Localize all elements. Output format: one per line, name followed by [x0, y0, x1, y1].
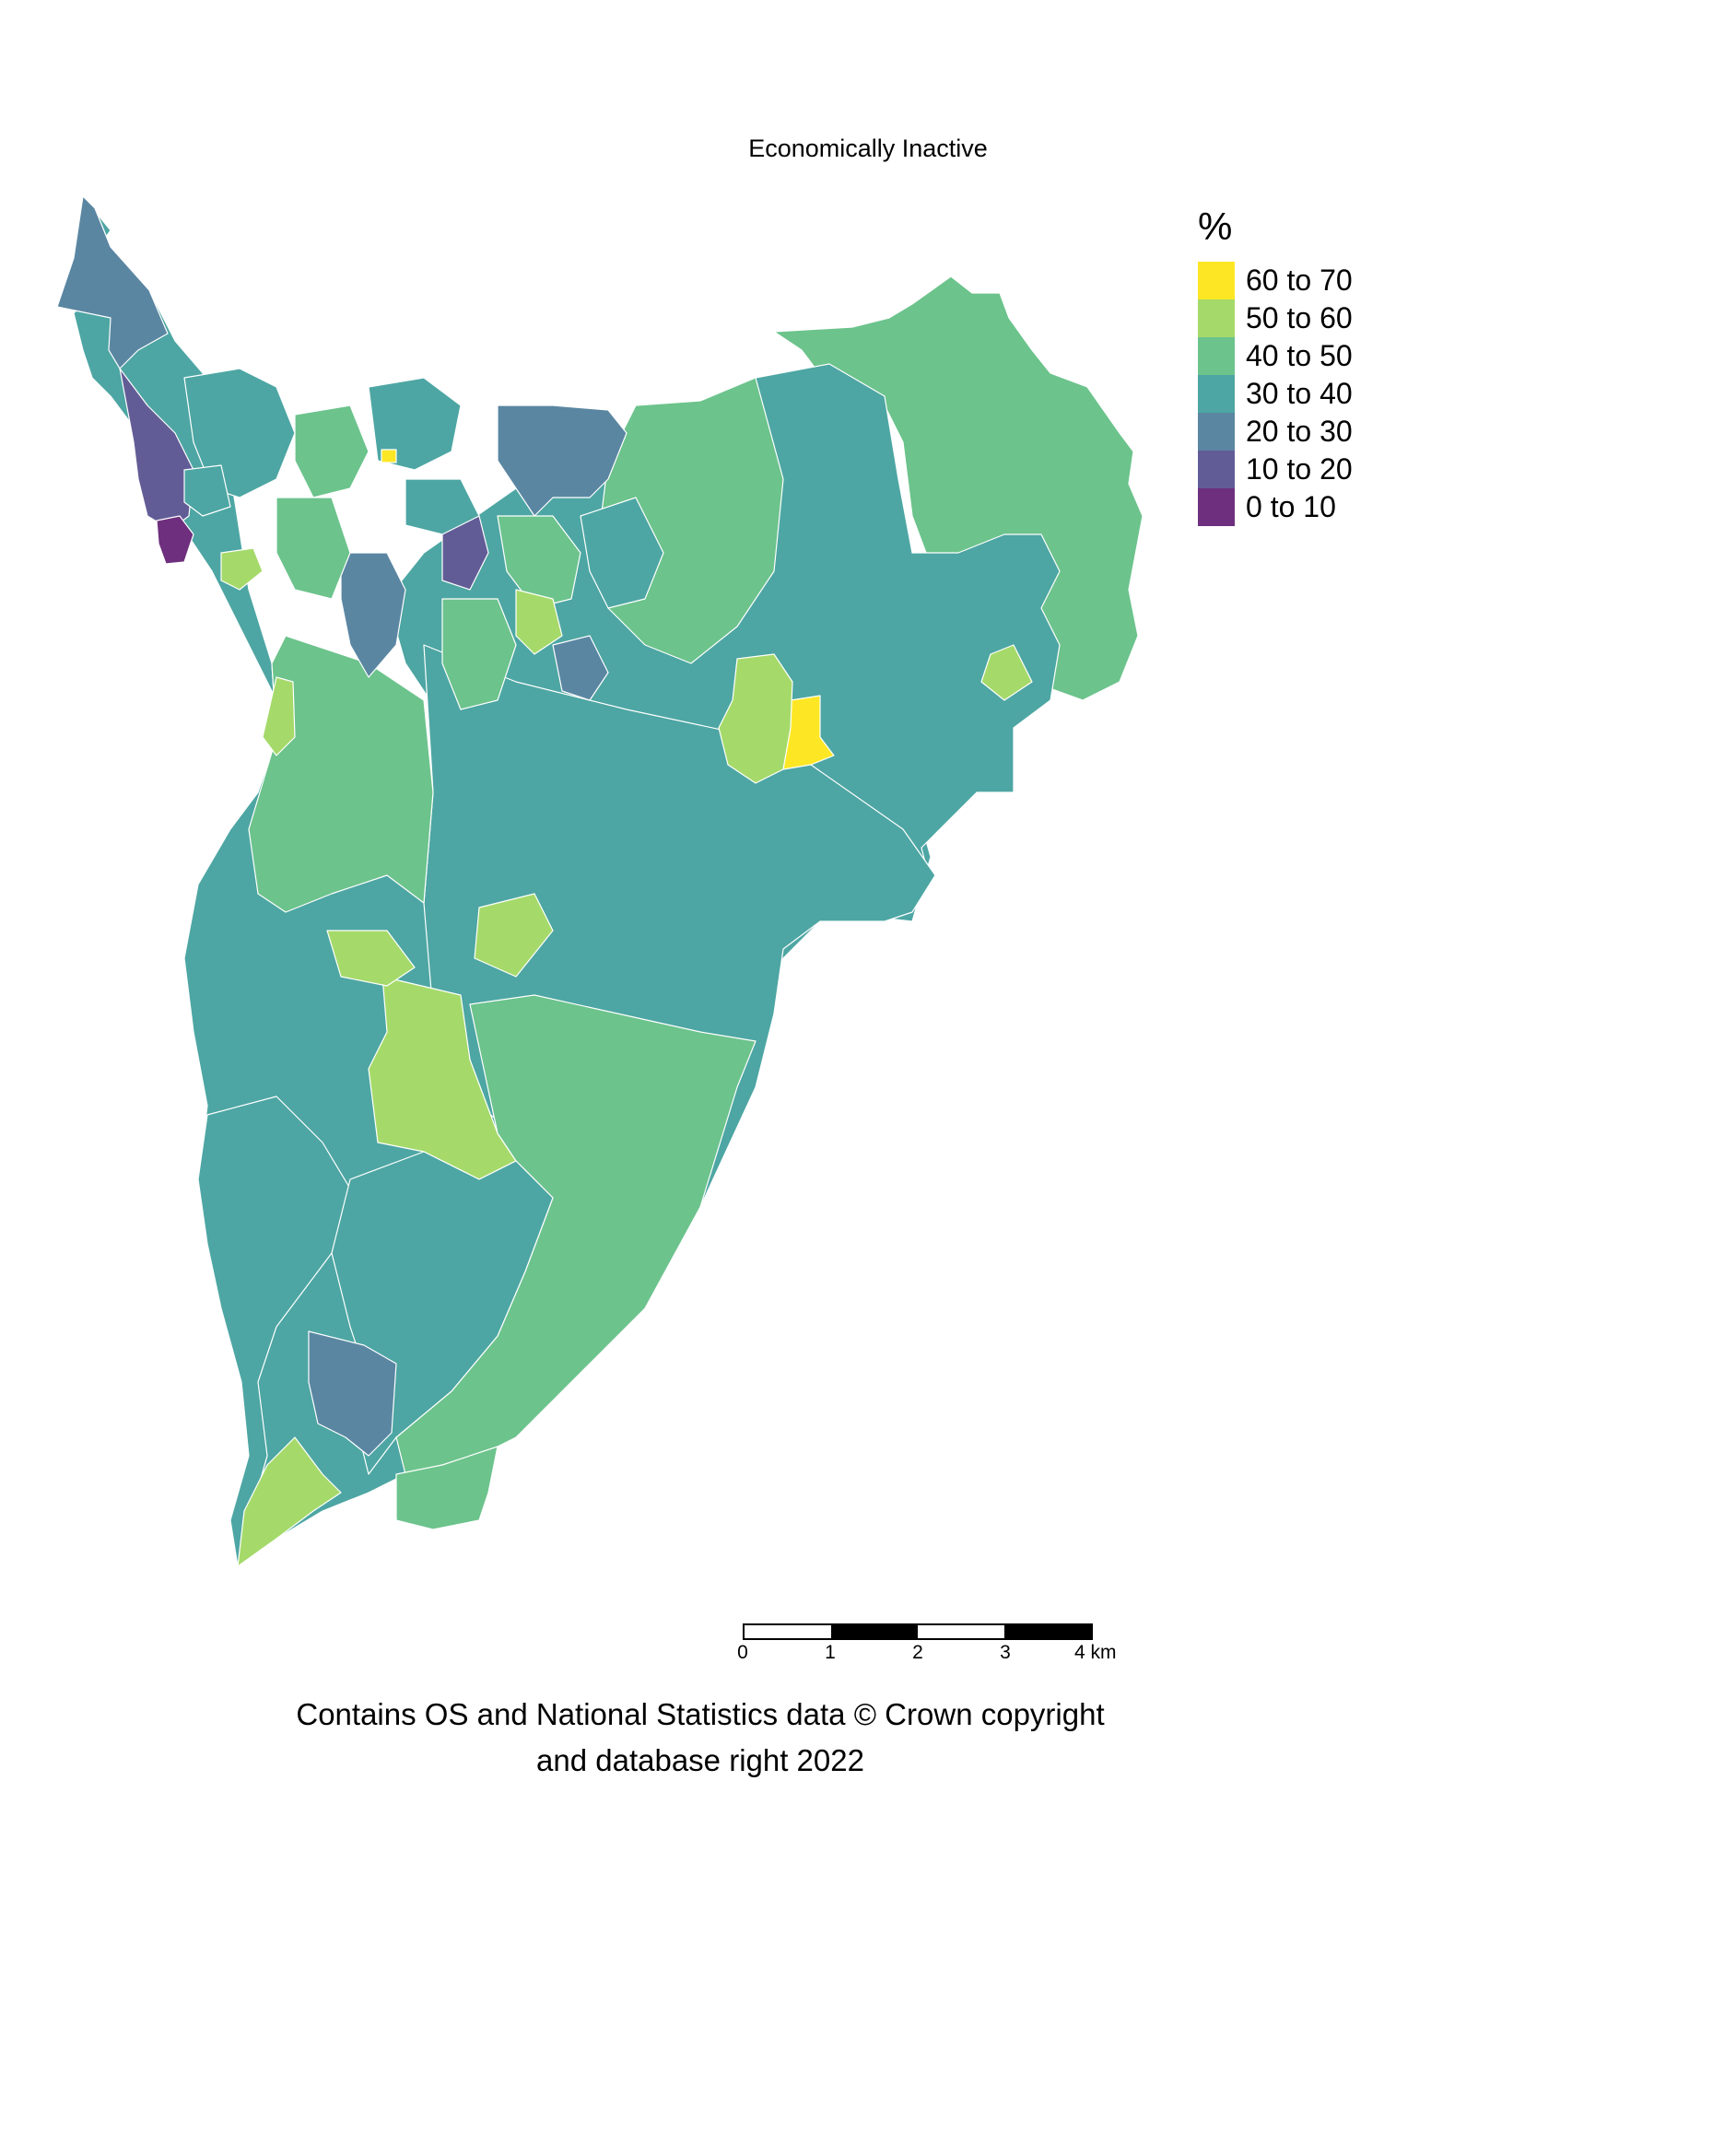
scale-bar-tick: 2	[912, 1642, 923, 1663]
map-region	[262, 676, 296, 756]
map-legend: % 60 to 70 50 to 60 40 to 50 30 to 40 20 to …	[1198, 205, 1353, 526]
legend-item: 40 to 50	[1198, 337, 1353, 375]
legend-item: 30 to 40	[1198, 375, 1353, 413]
map-region	[368, 377, 462, 471]
map-region	[497, 404, 628, 517]
map-region	[441, 598, 517, 710]
legend-label: 0 to 10	[1246, 490, 1336, 523]
map-region	[552, 635, 609, 701]
map-region	[183, 368, 296, 498]
scale-bar-tick: 4 km	[1074, 1642, 1117, 1663]
scale-bar-ticks: 0 1 2 3 4 km	[737, 1642, 1116, 1666]
legend-item: 20 to 30	[1198, 413, 1353, 451]
attribution-text: Contains OS and National Statistics data…	[203, 1692, 1198, 1784]
scale-bar-tick: 0	[737, 1642, 748, 1663]
map-region	[395, 1446, 499, 1530]
legend-title: %	[1198, 205, 1233, 248]
map-regions	[56, 195, 1144, 1567]
attribution-line: Contains OS and National Statistics data…	[296, 1697, 1105, 1731]
scale-bar-segment	[1004, 1625, 1091, 1638]
legend-label: 30 to 40	[1246, 377, 1353, 410]
legend-label: 50 to 60	[1246, 301, 1353, 334]
map-region	[718, 653, 793, 784]
map-region	[980, 644, 1033, 701]
scale-bar: 0 1 2 3 4 km	[737, 1623, 1117, 1666]
legend-label: 40 to 50	[1246, 339, 1353, 372]
map-region	[474, 893, 554, 978]
map-region	[294, 404, 369, 498]
scale-bar-tick: 3	[1000, 1642, 1011, 1663]
map-region	[308, 1330, 397, 1457]
attribution-line: and database right 2022	[536, 1743, 864, 1777]
legend-item: 0 to 10	[1198, 488, 1353, 526]
legend-item: 50 to 60	[1198, 299, 1353, 337]
map-region	[497, 515, 581, 609]
legend-swatch	[1198, 262, 1235, 299]
legend-items: 60 to 70 50 to 60 40 to 50 30 to 40 20 to 30…	[1198, 262, 1353, 526]
map-region	[580, 497, 664, 609]
legend-swatch	[1198, 413, 1235, 451]
map-region	[276, 497, 351, 600]
legend-label: 60 to 70	[1246, 264, 1353, 297]
map-region	[381, 449, 397, 463]
map-region	[237, 1436, 342, 1567]
legend-item: 10 to 20	[1198, 451, 1353, 488]
legend-swatch	[1198, 488, 1235, 526]
legend-swatch	[1198, 337, 1235, 375]
map-region	[326, 930, 416, 987]
legend-swatch	[1198, 299, 1235, 337]
map-region	[405, 478, 480, 535]
map-region	[773, 275, 1144, 701]
scale-bar-graphic	[743, 1623, 1093, 1640]
map-region	[220, 547, 264, 591]
scale-bar-tick: 1	[825, 1642, 836, 1663]
legend-item: 60 to 70	[1198, 262, 1353, 299]
legend-label: 10 to 20	[1246, 452, 1353, 486]
map-title: Economically Inactive	[748, 135, 988, 162]
legend-swatch	[1198, 451, 1235, 488]
map-region	[156, 515, 194, 565]
map-region	[340, 552, 406, 678]
scale-bar-segment	[918, 1625, 1004, 1638]
map-region	[56, 195, 169, 369]
scale-bar-segment	[831, 1625, 918, 1638]
map-region	[515, 589, 563, 655]
legend-label: 20 to 30	[1246, 415, 1353, 448]
scale-bar-segment	[745, 1625, 831, 1638]
legend-swatch	[1198, 375, 1235, 413]
map-region	[183, 464, 231, 517]
